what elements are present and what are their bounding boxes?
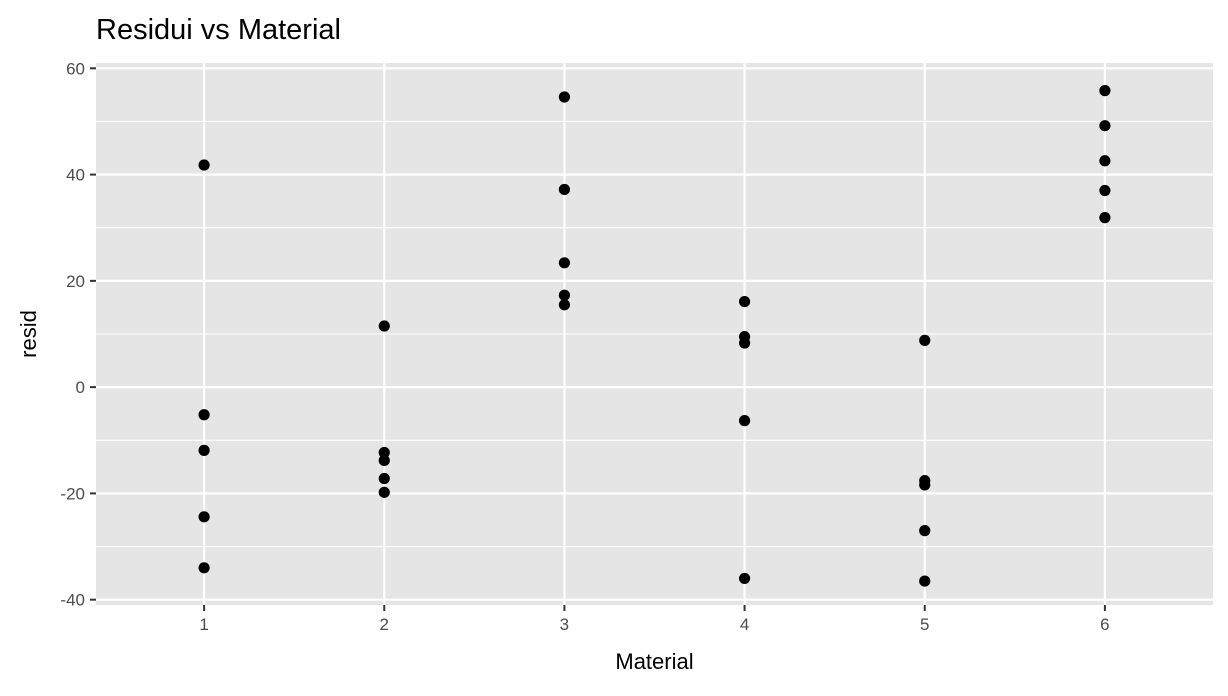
data-point (198, 409, 210, 421)
data-point (919, 479, 931, 491)
y-tick-label: -20 (60, 484, 85, 503)
x-tick-label: 6 (1100, 615, 1109, 634)
data-point (558, 299, 571, 311)
data-point (378, 320, 390, 332)
data-point (1099, 155, 1111, 167)
data-point (1099, 184, 1111, 197)
y-tick-label: -40 (60, 591, 85, 610)
data-point (558, 183, 571, 196)
data-point (738, 337, 751, 349)
data-point (378, 472, 390, 485)
y-tick-label: 40 (66, 166, 85, 185)
x-tick-label: 4 (740, 615, 749, 634)
x-tick-label: 5 (920, 615, 929, 634)
data-point (1099, 85, 1111, 97)
y-axis: -40 -20 0 20 40 60 (60, 59, 96, 610)
data-point (198, 511, 210, 523)
data-point (378, 486, 390, 498)
data-point (378, 454, 390, 467)
y-tick-label: 20 (66, 272, 85, 291)
x-tick-label: 2 (380, 615, 389, 634)
data-point (198, 159, 210, 171)
data-point (558, 289, 571, 301)
data-point (558, 91, 571, 103)
data-point (738, 572, 751, 585)
x-tick-label: 1 (199, 615, 208, 634)
minor-gridlines (96, 120, 1213, 548)
y-tick-label: 0 (76, 378, 85, 397)
data-point (198, 562, 210, 574)
data-point (919, 525, 931, 537)
data-point (1099, 120, 1111, 132)
data-point (919, 334, 931, 346)
data-point (919, 575, 931, 587)
data-point (558, 257, 571, 269)
data-point (738, 415, 751, 427)
chart-title: Residui vs Material (96, 14, 341, 46)
x-axis-title: Material (615, 649, 693, 674)
y-axis-title: resid (16, 310, 41, 358)
x-tick-label: 3 (560, 615, 569, 634)
data-point (378, 446, 390, 459)
y-tick-label: 60 (66, 59, 85, 78)
data-point (198, 444, 210, 456)
data-point (738, 295, 751, 308)
x-axis: 1 2 3 4 5 6 (199, 605, 1110, 634)
data-point (1099, 212, 1111, 224)
data-points (198, 85, 1111, 587)
